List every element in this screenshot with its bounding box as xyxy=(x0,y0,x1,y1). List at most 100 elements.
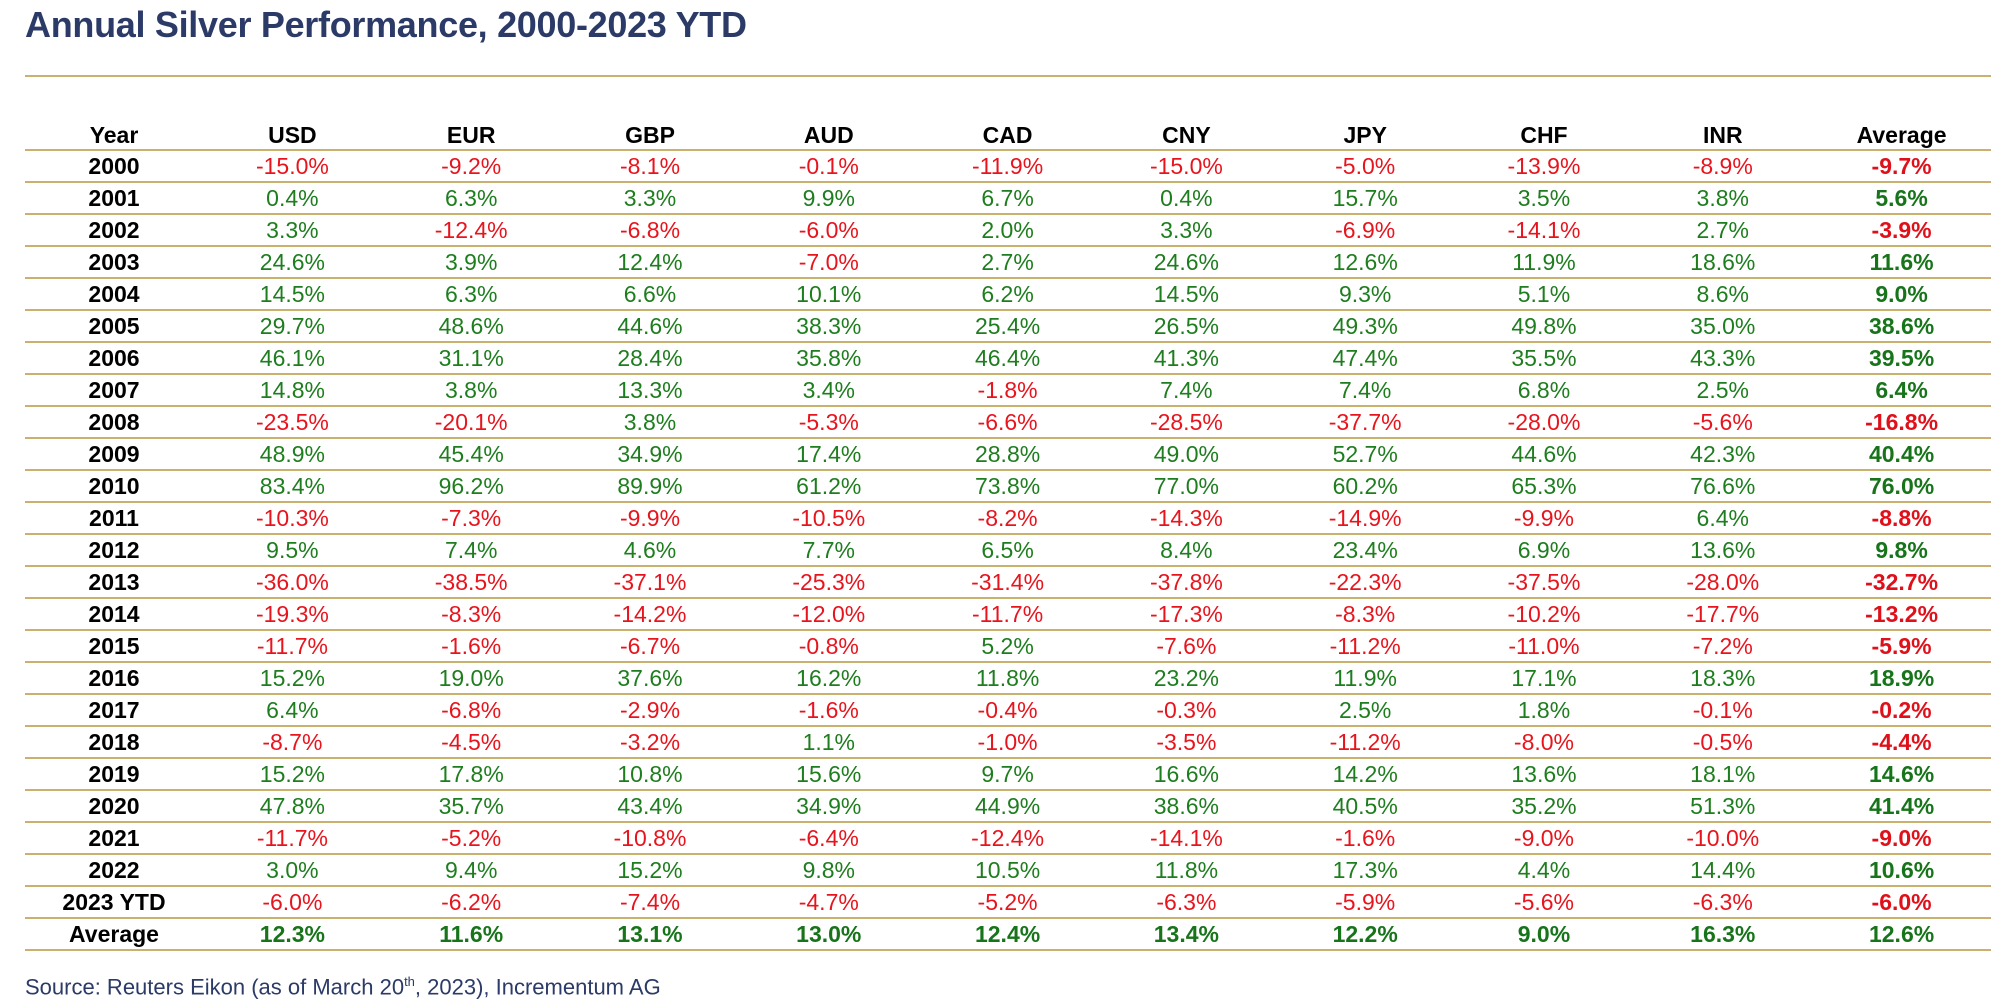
average-cell: 6.4% xyxy=(1812,374,1991,407)
table-row: 2007 14.8% 3.8% 13.3% 3.4% -1.8% 7.4% 7.4% 6.8% 2… xyxy=(25,374,1991,407)
value-cell: 23.2% xyxy=(1096,662,1276,695)
value-cell: 77.0% xyxy=(1096,470,1276,503)
value-cell: 26.5% xyxy=(1096,310,1276,343)
value-cell: 9.7% xyxy=(918,758,1097,791)
column-header-usd: USD xyxy=(203,115,382,151)
table-row: 2019 15.2% 17.8% 10.8% 15.6% 9.7% 16.6% 14.2% 13… xyxy=(25,758,1991,791)
source-text-end: , 2023), Incrementum AG xyxy=(414,974,661,1000)
value-cell: -6.0% xyxy=(203,886,382,919)
value-cell: -12.4% xyxy=(381,214,561,247)
value-cell: -6.8% xyxy=(381,694,561,727)
year-cell: 2005 xyxy=(25,310,203,343)
value-cell: 24.6% xyxy=(203,246,382,279)
column-header-year: Year xyxy=(25,115,203,151)
value-cell: -11.7% xyxy=(918,598,1097,631)
value-cell: -0.5% xyxy=(1633,726,1813,759)
average-cell: 5.6% xyxy=(1812,182,1991,215)
value-cell: -7.4% xyxy=(560,886,740,919)
value-cell: -11.2% xyxy=(1275,630,1455,663)
value-cell: 9.5% xyxy=(203,534,382,567)
table-row: 2020 47.8% 35.7% 43.4% 34.9% 44.9% 38.6% 40.5% 3… xyxy=(25,790,1991,823)
value-cell: -5.3% xyxy=(739,406,919,439)
column-header-jpy: JPY xyxy=(1275,115,1455,151)
table-row: 2003 24.6% 3.9% 12.4% -7.0% 2.7% 24.6% 12.6% 11.… xyxy=(25,246,1991,279)
value-cell: 12.4% xyxy=(560,246,740,279)
value-cell: 9.9% xyxy=(739,182,919,215)
value-cell: 34.9% xyxy=(560,438,740,471)
value-cell: -0.8% xyxy=(739,630,919,663)
performance-table: Year USD EUR GBP AUD CAD CNY JPY CHF INR Average 2… xyxy=(25,115,1991,951)
value-cell: 35.8% xyxy=(739,342,919,375)
average-cell: 76.0% xyxy=(1812,470,1991,503)
average-cell: 10.6% xyxy=(1812,854,1991,887)
column-header-cny: CNY xyxy=(1096,115,1276,151)
table-row: 2017 6.4% -6.8% -2.9% -1.6% -0.4% -0.3% 2.5% 1.8… xyxy=(25,694,1991,727)
value-cell: -9.9% xyxy=(560,502,740,535)
value-cell: 46.4% xyxy=(918,342,1097,375)
value-cell: -6.2% xyxy=(381,886,561,919)
value-cell: 3.3% xyxy=(560,182,740,215)
table-row: 2006 46.1% 31.1% 28.4% 35.8% 46.4% 41.3% 47.4% 3… xyxy=(25,342,1991,375)
value-cell: -25.3% xyxy=(739,566,919,599)
value-cell: 9.3% xyxy=(1275,278,1455,311)
year-cell: 2002 xyxy=(25,214,203,247)
year-cell: 2004 xyxy=(25,278,203,311)
value-cell: 9.8% xyxy=(739,854,919,887)
value-cell: 89.9% xyxy=(560,470,740,503)
source-text: Source: Reuters Eikon (as of March 20 xyxy=(25,974,405,1000)
value-cell: 10.5% xyxy=(918,854,1097,887)
value-cell: -9.2% xyxy=(381,150,561,183)
value-cell: 3.8% xyxy=(1633,182,1813,215)
value-cell: -38.5% xyxy=(381,566,561,599)
value-cell: 4.4% xyxy=(1454,854,1634,887)
value-cell: -14.1% xyxy=(1096,822,1276,855)
value-cell: 2.0% xyxy=(918,214,1097,247)
value-cell: -5.0% xyxy=(1275,150,1455,183)
value-cell: 15.2% xyxy=(203,758,382,791)
value-cell: -6.3% xyxy=(1633,886,1813,919)
value-cell: 34.9% xyxy=(739,790,919,823)
value-cell: 2.7% xyxy=(1633,214,1813,247)
column-header-aud: AUD xyxy=(739,115,919,151)
value-cell: -13.9% xyxy=(1454,150,1634,183)
value-cell: -9.0% xyxy=(1454,822,1634,855)
value-cell: -23.5% xyxy=(203,406,382,439)
value-cell: -5.6% xyxy=(1454,886,1634,919)
year-cell: 2023 YTD xyxy=(25,886,203,919)
value-cell: -37.5% xyxy=(1454,566,1634,599)
average-cell: 9.8% xyxy=(1812,534,1991,567)
value-cell: 12.2% xyxy=(1275,918,1455,951)
year-cell: 2022 xyxy=(25,854,203,887)
value-cell: 47.8% xyxy=(203,790,382,823)
value-cell: 61.2% xyxy=(739,470,919,503)
value-cell: -3.5% xyxy=(1096,726,1276,759)
value-cell: 11.8% xyxy=(1096,854,1276,887)
value-cell: -10.5% xyxy=(739,502,919,535)
value-cell: 42.3% xyxy=(1633,438,1813,471)
value-cell: -8.3% xyxy=(381,598,561,631)
value-cell: -10.2% xyxy=(1454,598,1634,631)
value-cell: 83.4% xyxy=(203,470,382,503)
year-cell: 2003 xyxy=(25,246,203,279)
value-cell: 6.4% xyxy=(203,694,382,727)
value-cell: -5.2% xyxy=(381,822,561,855)
year-cell: 2018 xyxy=(25,726,203,759)
average-cell: 40.4% xyxy=(1812,438,1991,471)
value-cell: -14.9% xyxy=(1275,502,1455,535)
value-cell: 35.5% xyxy=(1454,342,1634,375)
value-cell: 35.0% xyxy=(1633,310,1813,343)
value-cell: 18.3% xyxy=(1633,662,1813,695)
value-cell: 13.1% xyxy=(560,918,740,951)
value-cell: 6.9% xyxy=(1454,534,1634,567)
value-cell: -6.0% xyxy=(739,214,919,247)
source-note: Source: Reuters Eikon (as of March 20th,… xyxy=(25,974,661,1000)
year-cell: 2019 xyxy=(25,758,203,791)
value-cell: 5.2% xyxy=(918,630,1097,663)
table-row: 2011 -10.3% -7.3% -9.9% -10.5% -8.2% -14.3% -14… xyxy=(25,502,1991,535)
value-cell: -12.4% xyxy=(918,822,1097,855)
value-cell: -14.2% xyxy=(560,598,740,631)
value-cell: 49.0% xyxy=(1096,438,1276,471)
year-cell: 2007 xyxy=(25,374,203,407)
value-cell: -6.9% xyxy=(1275,214,1455,247)
value-cell: 3.3% xyxy=(203,214,382,247)
